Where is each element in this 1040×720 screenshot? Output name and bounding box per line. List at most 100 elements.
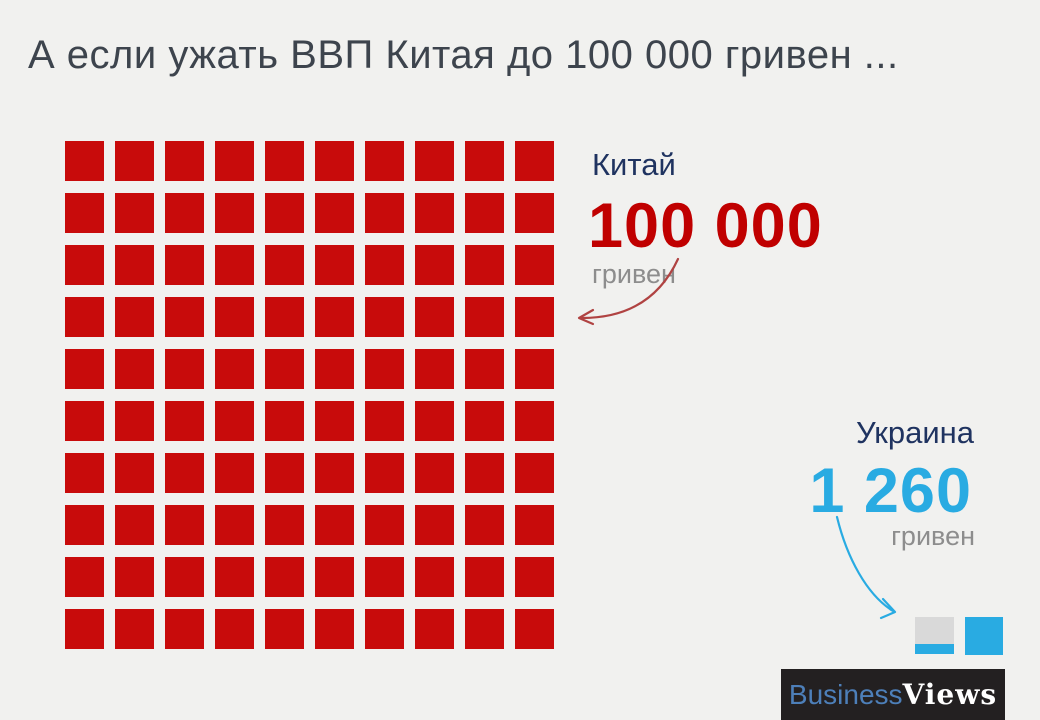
waffle-square: [115, 453, 154, 493]
waffle-square: [165, 401, 204, 441]
waffle-square: [65, 505, 104, 545]
waffle-square: [365, 349, 404, 389]
waffle-square: [115, 505, 154, 545]
waffle-square: [165, 505, 204, 545]
waffle-square: [215, 193, 254, 233]
waffle-square: [515, 349, 554, 389]
logo-text-secondary: Views: [902, 678, 998, 711]
waffle-square: [515, 453, 554, 493]
waffle-square: [315, 297, 354, 337]
waffle-square: [365, 609, 404, 649]
ukraine-unit-label: гривен: [891, 521, 975, 551]
waffle-square: [65, 401, 104, 441]
waffle-square: [265, 453, 304, 493]
waffle-square: [115, 557, 154, 597]
ukraine-value: 1 260: [809, 456, 972, 526]
waffle-square: [365, 557, 404, 597]
waffle-square: [415, 297, 454, 337]
waffle-square: [315, 141, 354, 181]
waffle-square: [515, 297, 554, 337]
china-label: Китай: [592, 147, 676, 182]
waffle-square: [165, 297, 204, 337]
waffle-square: [265, 245, 304, 285]
waffle-square: [265, 505, 304, 545]
waffle-square: [365, 141, 404, 181]
waffle-square: [165, 141, 204, 181]
waffle-square: [115, 245, 154, 285]
waffle-square: [165, 453, 204, 493]
waffle-square: [65, 245, 104, 285]
waffle-square: [415, 141, 454, 181]
waffle-square: [365, 401, 404, 441]
waffle-square: [515, 141, 554, 181]
waffle-square: [165, 245, 204, 285]
waffle-square: [415, 453, 454, 493]
waffle-square: [215, 453, 254, 493]
waffle-square: [315, 401, 354, 441]
waffle-square: [165, 609, 204, 649]
waffle-square: [365, 193, 404, 233]
waffle-square: [65, 193, 104, 233]
waffle-square: [465, 193, 504, 233]
waffle-square: [265, 349, 304, 389]
waffle-square: [65, 141, 104, 181]
waffle-square: [215, 505, 254, 545]
china-arrow-icon: [577, 257, 680, 326]
waffle-square: [465, 401, 504, 441]
logo-text-primary: Business: [788, 678, 903, 710]
waffle-square: [415, 505, 454, 545]
waffle-square: [215, 557, 254, 597]
waffle-square: [65, 453, 104, 493]
page-title: А если ужать ВВП Китая до 100 000 гривен…: [28, 33, 899, 77]
waffle-square: [415, 349, 454, 389]
waffle-square: [215, 609, 254, 649]
waffle-square: [265, 609, 304, 649]
china-value: 100 000: [588, 191, 823, 261]
waffle-square: [215, 141, 254, 181]
waffle-square: [465, 245, 504, 285]
waffle-square: [415, 401, 454, 441]
waffle-square: [515, 245, 554, 285]
waffle-square: [315, 609, 354, 649]
waffle-square: [115, 401, 154, 441]
ukraine-partial-square: [915, 617, 954, 654]
waffle-square: [65, 557, 104, 597]
waffle-square: [415, 557, 454, 597]
waffle-square: [365, 453, 404, 493]
waffle-square: [365, 505, 404, 545]
waffle-square: [265, 141, 304, 181]
waffle-square: [215, 401, 254, 441]
waffle-square: [465, 505, 504, 545]
ukraine-arrow-icon: [835, 515, 897, 620]
waffle-square: [265, 297, 304, 337]
waffle-square: [65, 297, 104, 337]
waffle-square: [415, 193, 454, 233]
waffle-square: [215, 349, 254, 389]
waffle-square: [515, 557, 554, 597]
waffle-square: [315, 193, 354, 233]
waffle-square: [415, 609, 454, 649]
waffle-square: [265, 401, 304, 441]
waffle-square: [165, 557, 204, 597]
waffle-square: [465, 557, 504, 597]
waffle-square: [465, 453, 504, 493]
waffle-square: [315, 557, 354, 597]
ukraine-partial-fill: [915, 644, 954, 654]
waffle-square: [315, 505, 354, 545]
waffle-square: [115, 141, 154, 181]
waffle-square: [265, 193, 304, 233]
waffle-square: [65, 349, 104, 389]
waffle-square: [215, 245, 254, 285]
waffle-square: [315, 245, 354, 285]
waffle-square: [515, 609, 554, 649]
waffle-square: [515, 401, 554, 441]
waffle-square: [115, 349, 154, 389]
ukraine-label: Украина: [855, 415, 974, 450]
waffle-square: [365, 297, 404, 337]
waffle-square: [265, 557, 304, 597]
waffle-square: [165, 193, 204, 233]
waffle-square: [115, 193, 154, 233]
waffle-square: [115, 609, 154, 649]
waffle-square: [465, 349, 504, 389]
